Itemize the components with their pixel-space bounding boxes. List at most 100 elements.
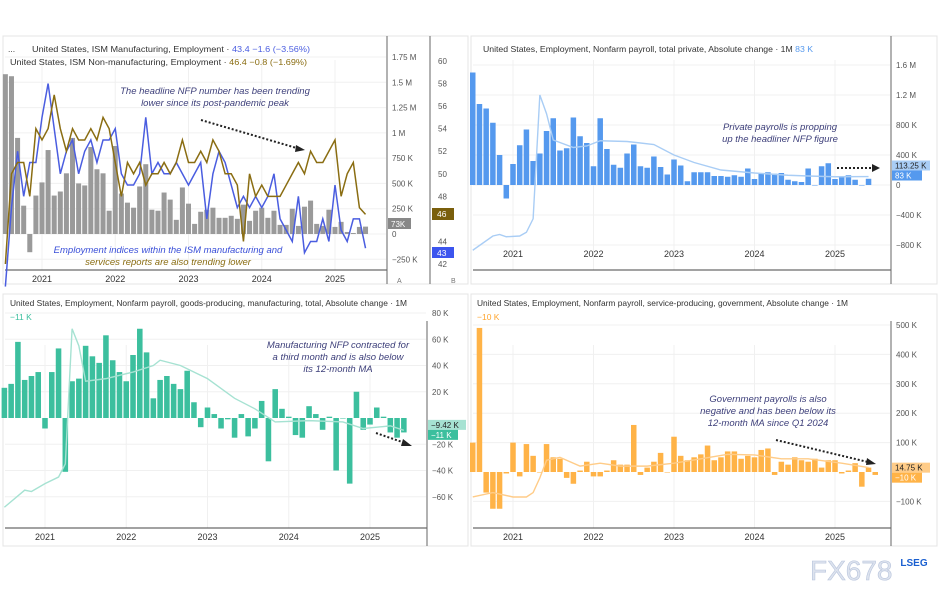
bar <box>798 460 805 472</box>
y-tick-label: 40 K <box>432 362 449 371</box>
bar <box>332 226 338 234</box>
arrow-head-icon <box>295 145 305 152</box>
ism-mfg-line <box>4 83 367 287</box>
x-tick-label: 2023 <box>178 274 198 284</box>
last-badge-text: −10 K <box>895 474 917 483</box>
bar <box>265 418 272 462</box>
bar <box>234 218 240 234</box>
bar <box>825 460 832 472</box>
bar <box>150 398 157 418</box>
bar <box>838 472 845 474</box>
x-tick-label: 2025 <box>325 274 345 284</box>
x-tick-label: 2025 <box>825 249 845 259</box>
bar <box>380 416 387 418</box>
axis-a-label[interactable]: A <box>397 278 402 285</box>
legend-value: 46.4 <box>229 57 247 67</box>
bar <box>106 210 112 234</box>
annotation-line: The headline NFP number has been trendin… <box>120 86 310 97</box>
bar <box>228 215 234 234</box>
bar <box>326 209 332 234</box>
bar <box>21 205 27 234</box>
bar <box>112 146 118 234</box>
bar <box>503 185 510 199</box>
bar <box>76 183 82 234</box>
bar <box>216 217 222 234</box>
bar <box>577 136 583 185</box>
bar <box>637 472 644 475</box>
trend-arrow <box>375 432 406 444</box>
bar <box>731 175 738 185</box>
bar <box>63 173 69 234</box>
bar <box>778 461 785 472</box>
bar <box>88 147 94 234</box>
x-tick-label: 2024 <box>252 274 272 284</box>
bar <box>401 418 407 433</box>
bar <box>798 182 805 185</box>
y2-tick-label: 52 <box>438 147 447 156</box>
bar <box>805 461 811 472</box>
bar <box>610 164 617 185</box>
bar <box>590 472 597 477</box>
bar <box>265 217 271 234</box>
y-tick-label: −40 K <box>432 467 454 476</box>
bar <box>197 418 204 428</box>
bar <box>745 168 751 185</box>
bar <box>617 464 624 472</box>
bar <box>537 472 543 473</box>
bar <box>245 418 251 437</box>
bar <box>510 164 516 185</box>
legend-change: −0.8 (−1.69%) <box>249 57 307 67</box>
bar <box>258 400 265 418</box>
bar <box>490 472 496 509</box>
y-tick-label: −400 K <box>896 211 922 220</box>
bar <box>590 166 597 185</box>
bar <box>170 383 177 418</box>
x-tick-label: 2025 <box>825 532 845 542</box>
ma-line <box>472 94 869 251</box>
bar <box>704 445 711 472</box>
bar <box>765 448 771 472</box>
bar <box>778 173 785 185</box>
y-tick-label: 100 K <box>896 439 918 448</box>
y2-tick-label: 44 <box>438 237 447 246</box>
bar <box>123 381 130 418</box>
bar <box>604 470 610 472</box>
bar <box>859 472 865 487</box>
bar <box>570 472 577 484</box>
axis-b-label[interactable]: B <box>451 278 456 285</box>
bar <box>818 467 825 472</box>
legend-value: 43.4 <box>232 44 250 54</box>
bar <box>825 163 832 185</box>
mfg-badge-text: 43 <box>437 248 447 258</box>
x-tick-label: 2021 <box>503 532 523 542</box>
bar <box>70 137 76 234</box>
bar <box>624 464 630 472</box>
bar <box>167 199 173 234</box>
bar <box>333 418 339 471</box>
arrow-head-icon <box>866 458 876 465</box>
bar <box>96 362 102 418</box>
x-tick-label: 2023 <box>197 532 217 542</box>
y-tick-label: 80 K <box>432 309 449 318</box>
bar <box>476 104 483 185</box>
legend-prefix[interactable]: ... <box>8 44 15 54</box>
bar <box>45 150 51 234</box>
bar <box>289 208 295 234</box>
y-tick-label: 1.75 M <box>392 53 417 62</box>
ma-badge-text: −9.42 K <box>431 421 459 430</box>
bar <box>39 182 45 234</box>
bar <box>651 461 657 472</box>
bar <box>617 167 624 185</box>
bar <box>671 436 677 472</box>
bar <box>27 234 33 253</box>
bar <box>137 328 143 418</box>
y2-tick-label: 56 <box>438 102 447 111</box>
bar <box>597 118 603 185</box>
bar <box>143 164 149 234</box>
ma-badge <box>892 462 930 473</box>
bar <box>308 200 314 234</box>
bar <box>711 460 718 472</box>
bar <box>684 460 691 472</box>
bar <box>33 195 39 234</box>
bar <box>225 418 231 420</box>
